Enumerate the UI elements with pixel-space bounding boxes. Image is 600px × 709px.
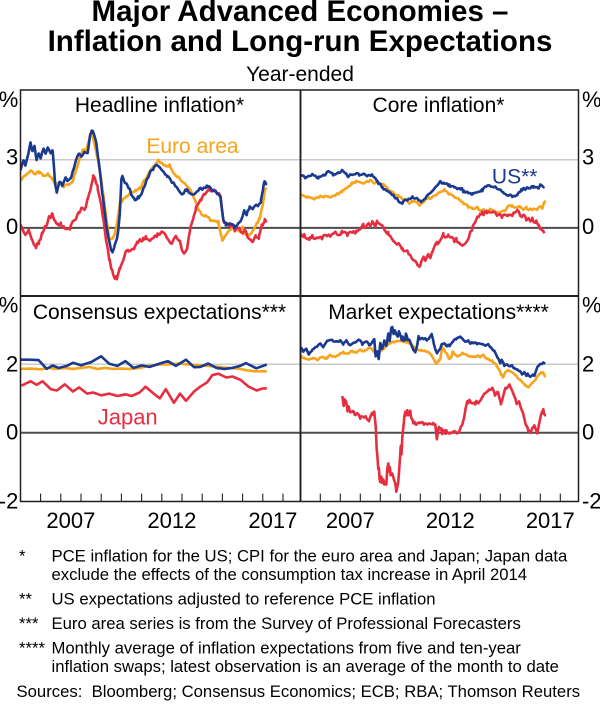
svg-text:Market expectations****: Market expectations**** (328, 301, 549, 324)
svg-text:2012: 2012 (426, 508, 475, 533)
svg-text:exclude the effects of the con: exclude the effects of the consumption t… (52, 565, 528, 584)
svg-text:**: ** (19, 590, 32, 609)
svg-text:%: % (0, 87, 18, 112)
svg-text:0: 0 (6, 214, 18, 239)
svg-text:0: 0 (582, 214, 594, 239)
svg-text:2017: 2017 (526, 508, 575, 533)
svg-text:%: % (582, 87, 600, 112)
svg-text:Euro area: Euro area (146, 135, 239, 158)
svg-text:2: 2 (6, 352, 18, 377)
svg-text:Monthly average of inflation e: Monthly average of inflation expectation… (52, 639, 522, 658)
svg-text:***: *** (19, 614, 39, 633)
svg-text:Inflation and Long-run Expecta: Inflation and Long-run Expectations (48, 25, 553, 58)
svg-text:Sources: Bloomberg; Consensus: Sources: Bloomberg; Consensus Economics;… (17, 682, 581, 701)
svg-text:3: 3 (582, 145, 594, 170)
svg-text:Core inflation*: Core inflation* (373, 94, 505, 117)
svg-text:-2: -2 (582, 489, 600, 514)
svg-text:2017: 2017 (248, 508, 297, 533)
svg-text:Euro area series is from the S: Euro area series is from the Survey of P… (52, 614, 521, 633)
svg-text:Japan: Japan (98, 405, 158, 430)
svg-text:%: % (582, 293, 600, 318)
svg-text:2: 2 (582, 352, 594, 377)
svg-text:0: 0 (6, 419, 18, 444)
svg-text:2007: 2007 (326, 508, 375, 533)
svg-text:Consensus expectations***: Consensus expectations*** (33, 301, 286, 324)
svg-text:Major Advanced Economies –: Major Advanced Economies – (92, 0, 509, 28)
svg-text:0: 0 (582, 419, 594, 444)
svg-text:2007: 2007 (46, 508, 95, 533)
svg-text:Headline inflation*: Headline inflation* (75, 94, 244, 117)
svg-text:****: **** (19, 639, 45, 658)
svg-text:3: 3 (6, 145, 18, 170)
svg-text:inflation swaps; latest observ: inflation swaps; latest observation is a… (52, 657, 559, 676)
svg-text:*: * (19, 546, 26, 565)
svg-text:US**: US** (492, 166, 538, 189)
svg-text:Year-ended: Year-ended (246, 63, 354, 86)
svg-text:%: % (0, 293, 18, 318)
svg-text:US expectations adjusted to re: US expectations adjusted to reference PC… (52, 590, 436, 609)
svg-text:PCE inflation for the US; CPI: PCE inflation for the US; CPI for the eu… (52, 546, 568, 565)
svg-text:-2: -2 (0, 489, 18, 514)
svg-text:2012: 2012 (147, 508, 196, 533)
